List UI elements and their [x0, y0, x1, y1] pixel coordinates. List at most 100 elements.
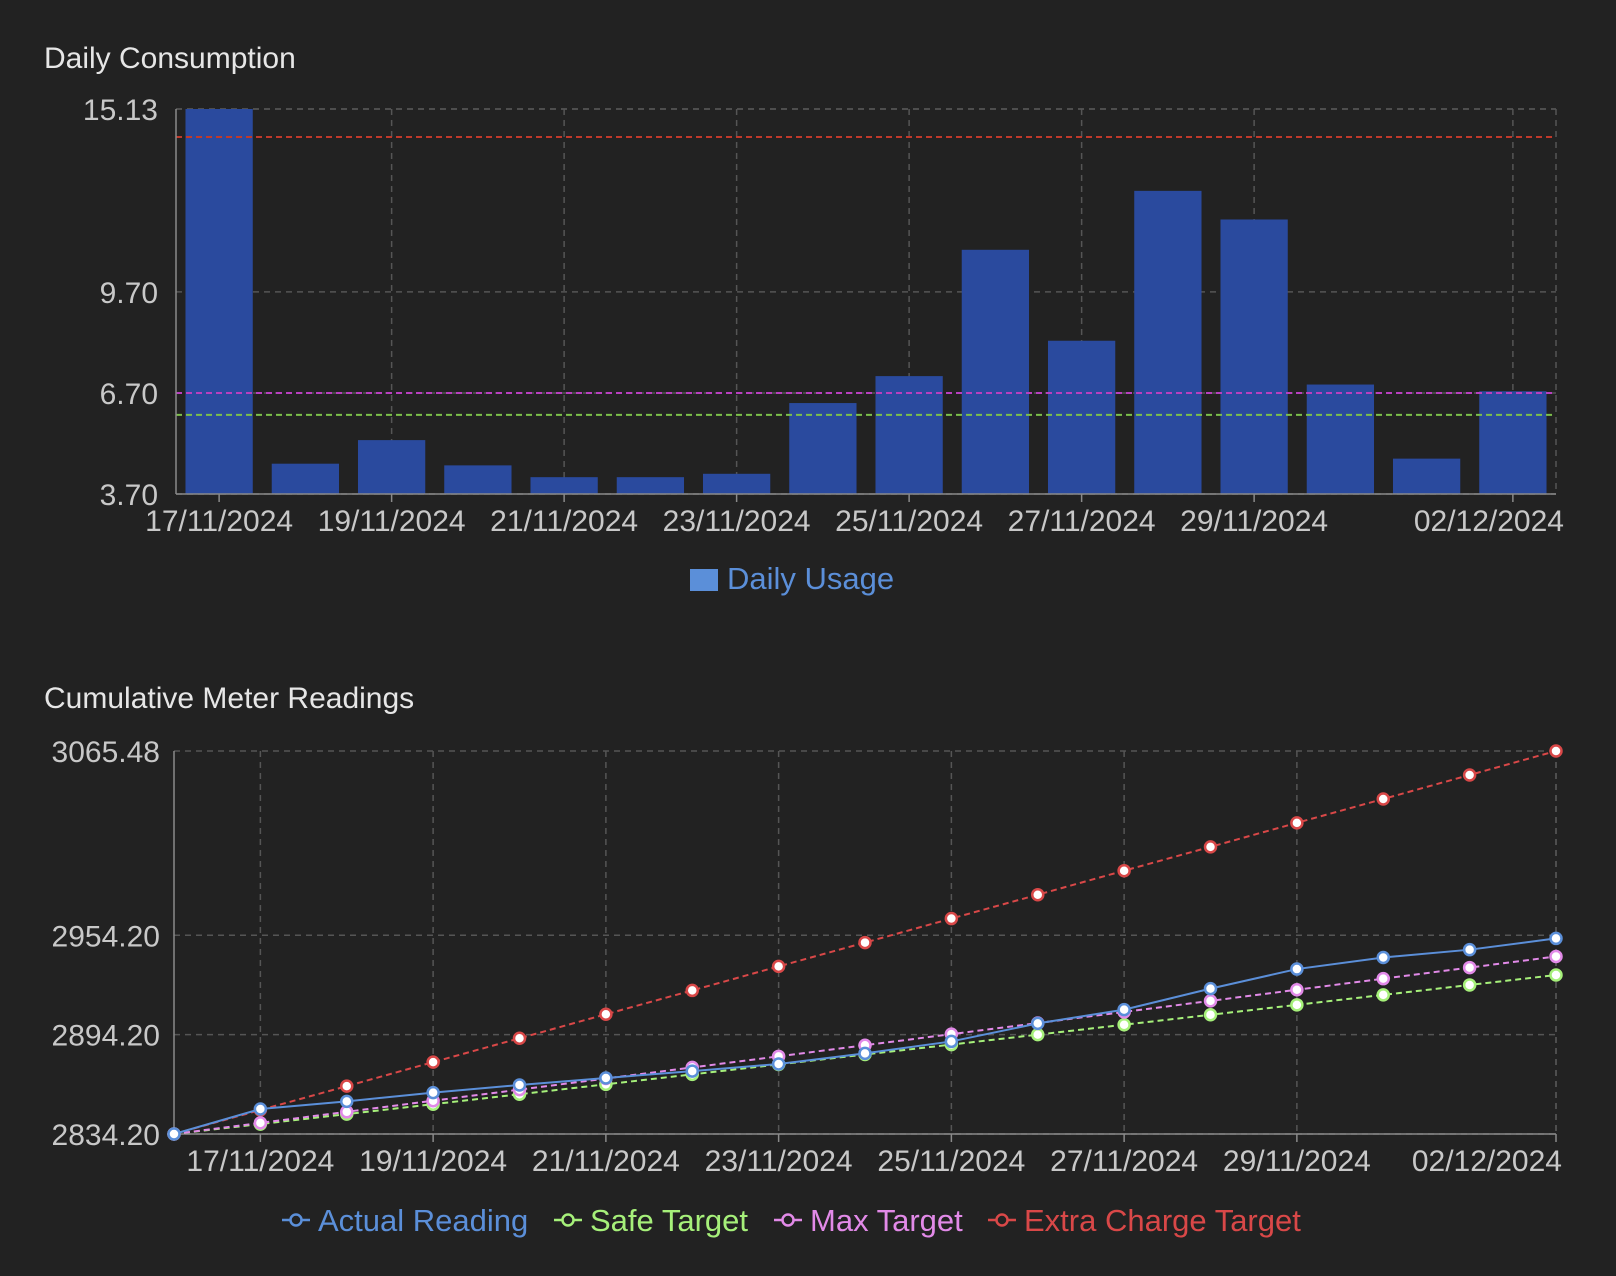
y-tick-label: 2894.20 [52, 1020, 160, 1053]
data-point [944, 1034, 959, 1049]
data-point [1376, 792, 1390, 806]
x-tick-label: 25/11/2024 [835, 505, 983, 538]
data-point [1549, 949, 1563, 964]
data-point [426, 1085, 440, 1100]
data-point [1549, 744, 1563, 758]
y-tick-label: 2954.20 [52, 920, 160, 953]
y-tick-label: 3065.48 [52, 736, 160, 769]
chart-title: Daily Consumption [44, 42, 296, 75]
data-point [1549, 968, 1563, 982]
data-point [858, 935, 872, 950]
bar [1220, 219, 1288, 494]
legend-marker [561, 1213, 575, 1227]
x-tick-label: 02/12/2024 [1414, 505, 1564, 538]
x-tick-label: 21/11/2024 [532, 1145, 680, 1178]
x-tick-label: 21/11/2024 [490, 505, 638, 538]
daily-consumption-panel: Daily Consumption [44, 42, 296, 75]
bar [530, 477, 598, 494]
legend-label: Actual Reading [318, 1203, 528, 1238]
data-point [1203, 994, 1218, 1008]
data-point [340, 1094, 354, 1109]
data-point [167, 1127, 181, 1141]
legend-marker [995, 1213, 1009, 1227]
data-point [1462, 978, 1477, 992]
chart-title: Cumulative Meter Readings [44, 682, 415, 715]
data-point [1376, 950, 1390, 965]
bar [789, 403, 857, 494]
data-point [426, 1055, 440, 1069]
series-line [173, 937, 1557, 1135]
x-tick-label: 17/11/2024 [186, 1145, 334, 1178]
data-point [340, 1079, 354, 1093]
x-tick-label: 27/11/2024 [1008, 505, 1156, 538]
data-point [1031, 887, 1045, 902]
data-point [1117, 1002, 1131, 1017]
data-point [1376, 971, 1390, 986]
data-point [1203, 981, 1218, 996]
bar [616, 477, 685, 494]
legend-label: Safe Target [590, 1203, 748, 1238]
data-point [1290, 816, 1304, 830]
data-point [1203, 1008, 1218, 1022]
series-line [173, 955, 1557, 1135]
data-point [1376, 988, 1390, 1002]
data-point [253, 1116, 268, 1130]
y-tick-label: 9.70 [100, 277, 158, 310]
data-point [1549, 931, 1563, 946]
data-point [1117, 863, 1131, 878]
bar [271, 463, 340, 494]
bar [1134, 190, 1202, 494]
data-point [599, 1007, 613, 1022]
x-tick-label: 02/12/2024 [1412, 1145, 1562, 1178]
y-tick-label: 3.70 [100, 479, 158, 512]
series-line [173, 750, 1557, 1135]
data-point [1031, 1016, 1045, 1031]
legend-label: Extra Charge Target [1024, 1203, 1301, 1238]
x-tick-label: 23/11/2024 [705, 1145, 853, 1178]
data-point [253, 1102, 268, 1116]
y-tick-label: 2834.20 [52, 1119, 160, 1152]
data-point [599, 1071, 613, 1085]
bar [702, 473, 771, 494]
data-point [858, 1046, 872, 1061]
bar [1047, 340, 1116, 494]
data-point [1290, 983, 1304, 997]
data-point [512, 1031, 527, 1046]
bar [444, 465, 512, 494]
y-tick-label: 15.13 [83, 94, 158, 127]
legend-label: Max Target [810, 1203, 963, 1238]
data-point [1462, 960, 1477, 975]
bar [1392, 458, 1461, 494]
legend-label: Daily Usage [727, 561, 894, 596]
bar [357, 440, 426, 494]
data-point [1203, 840, 1218, 854]
x-tick-label: 23/11/2024 [663, 505, 811, 538]
x-tick-label: 29/11/2024 [1223, 1145, 1371, 1178]
legend-marker [289, 1213, 303, 1227]
data-point [1117, 1017, 1131, 1032]
data-point [1290, 998, 1304, 1012]
x-tick-label: 17/11/2024 [145, 505, 293, 538]
data-point [771, 959, 786, 974]
data-point [1462, 768, 1477, 782]
data-point [1462, 942, 1477, 957]
bar [961, 249, 1030, 494]
data-point [1290, 962, 1304, 976]
x-tick-label: 25/11/2024 [877, 1145, 1025, 1178]
bar [1306, 384, 1375, 494]
bar [1479, 391, 1547, 494]
bar [875, 376, 943, 494]
x-tick-label: 19/11/2024 [318, 505, 466, 538]
legend-swatch [690, 569, 718, 591]
legend-marker [781, 1213, 795, 1227]
data-point [944, 911, 959, 926]
data-point [685, 983, 699, 998]
data-point [771, 1057, 786, 1071]
x-tick-label: 19/11/2024 [359, 1145, 507, 1178]
x-tick-label: 29/11/2024 [1180, 505, 1328, 538]
y-tick-label: 6.70 [100, 378, 158, 411]
x-tick-label: 27/11/2024 [1050, 1145, 1198, 1178]
data-point [1031, 1027, 1045, 1042]
